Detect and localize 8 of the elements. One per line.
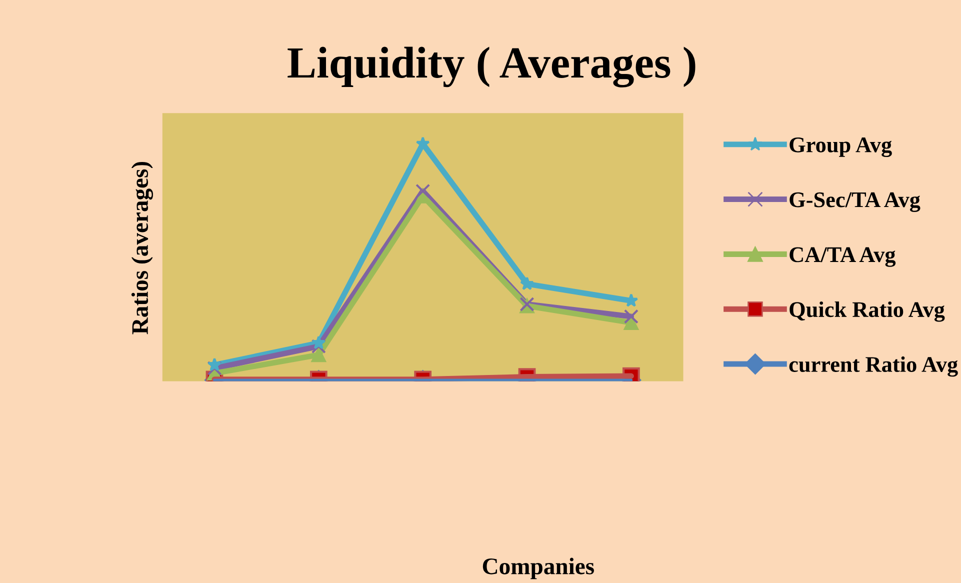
legend-label: G-Sec/TA Avg	[790, 192, 920, 212]
legend-label: current Ratio Avg	[789, 356, 958, 377]
legend-label: Group Avg	[790, 137, 892, 158]
chart-title: Liquidity ( Averages )	[288, 46, 696, 88]
legend-label: Quick Ratio Avg	[790, 301, 945, 322]
legend-label: CA/TA Avg	[790, 247, 896, 267]
text: Companies	[482, 558, 594, 580]
y-axis-title: Ratios (averages)	[131, 162, 154, 334]
